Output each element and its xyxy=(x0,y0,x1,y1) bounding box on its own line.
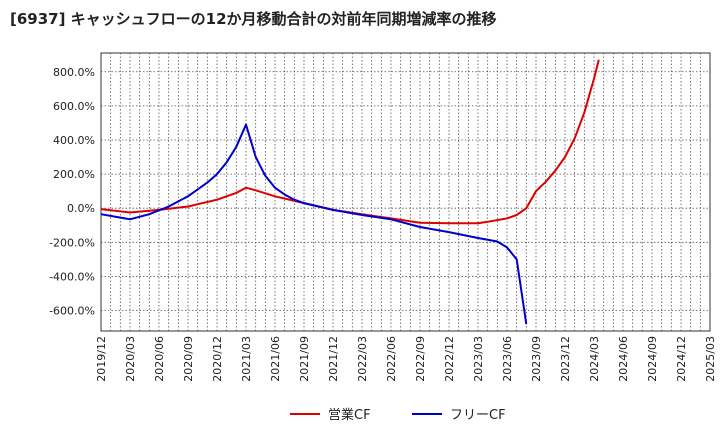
y-tick-label: 400.0% xyxy=(53,134,95,147)
series-line-free-cf xyxy=(100,123,528,325)
y-tick-label: -600.0% xyxy=(49,305,95,318)
legend-label: 営業CF xyxy=(328,407,371,423)
x-tick-label: 2020/06 xyxy=(153,336,166,382)
x-tick-label: 2020/03 xyxy=(124,336,137,382)
x-tick-label: 2023/03 xyxy=(472,336,485,382)
x-tick-label: 2021/03 xyxy=(240,336,253,382)
x-tick-label: 2023/12 xyxy=(559,336,572,382)
plot-area xyxy=(100,52,711,332)
x-tick-label: 2022/12 xyxy=(443,336,456,382)
x-tick-label: 2024/09 xyxy=(646,336,659,382)
legend: 営業CF フリーCF xyxy=(290,407,506,423)
y-tick-label: 600.0% xyxy=(53,100,95,113)
x-tick-label: 2021/09 xyxy=(298,336,311,382)
x-tick-label: 2022/06 xyxy=(385,336,398,382)
x-tick-label: 2024/03 xyxy=(588,336,601,382)
x-gridlines xyxy=(110,53,701,331)
y-gridlines xyxy=(101,71,710,311)
x-tick-label: 2022/03 xyxy=(356,336,369,382)
y-tick-label: 0.0% xyxy=(67,202,95,215)
series-lines xyxy=(100,59,600,325)
series-line-operating-cf xyxy=(100,59,600,225)
x-tick-label: 2021/12 xyxy=(327,336,340,382)
x-tick-label: 2021/06 xyxy=(269,336,282,382)
x-tick-label: 2022/09 xyxy=(414,336,427,382)
x-axis-ticks: 2019/12 2020/03 2020/06 2020/09 2020/12 2021/… xyxy=(95,336,717,382)
x-tick-label: 2025/03 xyxy=(704,336,717,382)
y-axis-ticks: 800.0% 600.0% 400.0% 200.0% 0.0% -200.0% -400.… xyxy=(49,66,95,318)
chart-title: [6937] キャッシュフローの12か月移動合計の対前年同期増減率の推移 xyxy=(10,10,497,28)
y-tick-label: 800.0% xyxy=(53,66,95,79)
x-tick-label: 2019/12 xyxy=(95,336,108,382)
x-tick-label: 2023/09 xyxy=(530,336,543,382)
x-tick-label: 2020/12 xyxy=(211,336,224,382)
x-tick-label: 2024/12 xyxy=(675,336,688,382)
y-tick-label: -400.0% xyxy=(49,270,95,283)
y-tick-label: -200.0% xyxy=(49,236,95,249)
legend-label: フリーCF xyxy=(450,408,506,423)
x-tick-label: 2020/09 xyxy=(182,336,195,382)
x-tick-label: 2024/06 xyxy=(617,336,630,382)
y-tick-label: 200.0% xyxy=(53,168,95,181)
x-tick-label: 2023/06 xyxy=(501,336,514,382)
